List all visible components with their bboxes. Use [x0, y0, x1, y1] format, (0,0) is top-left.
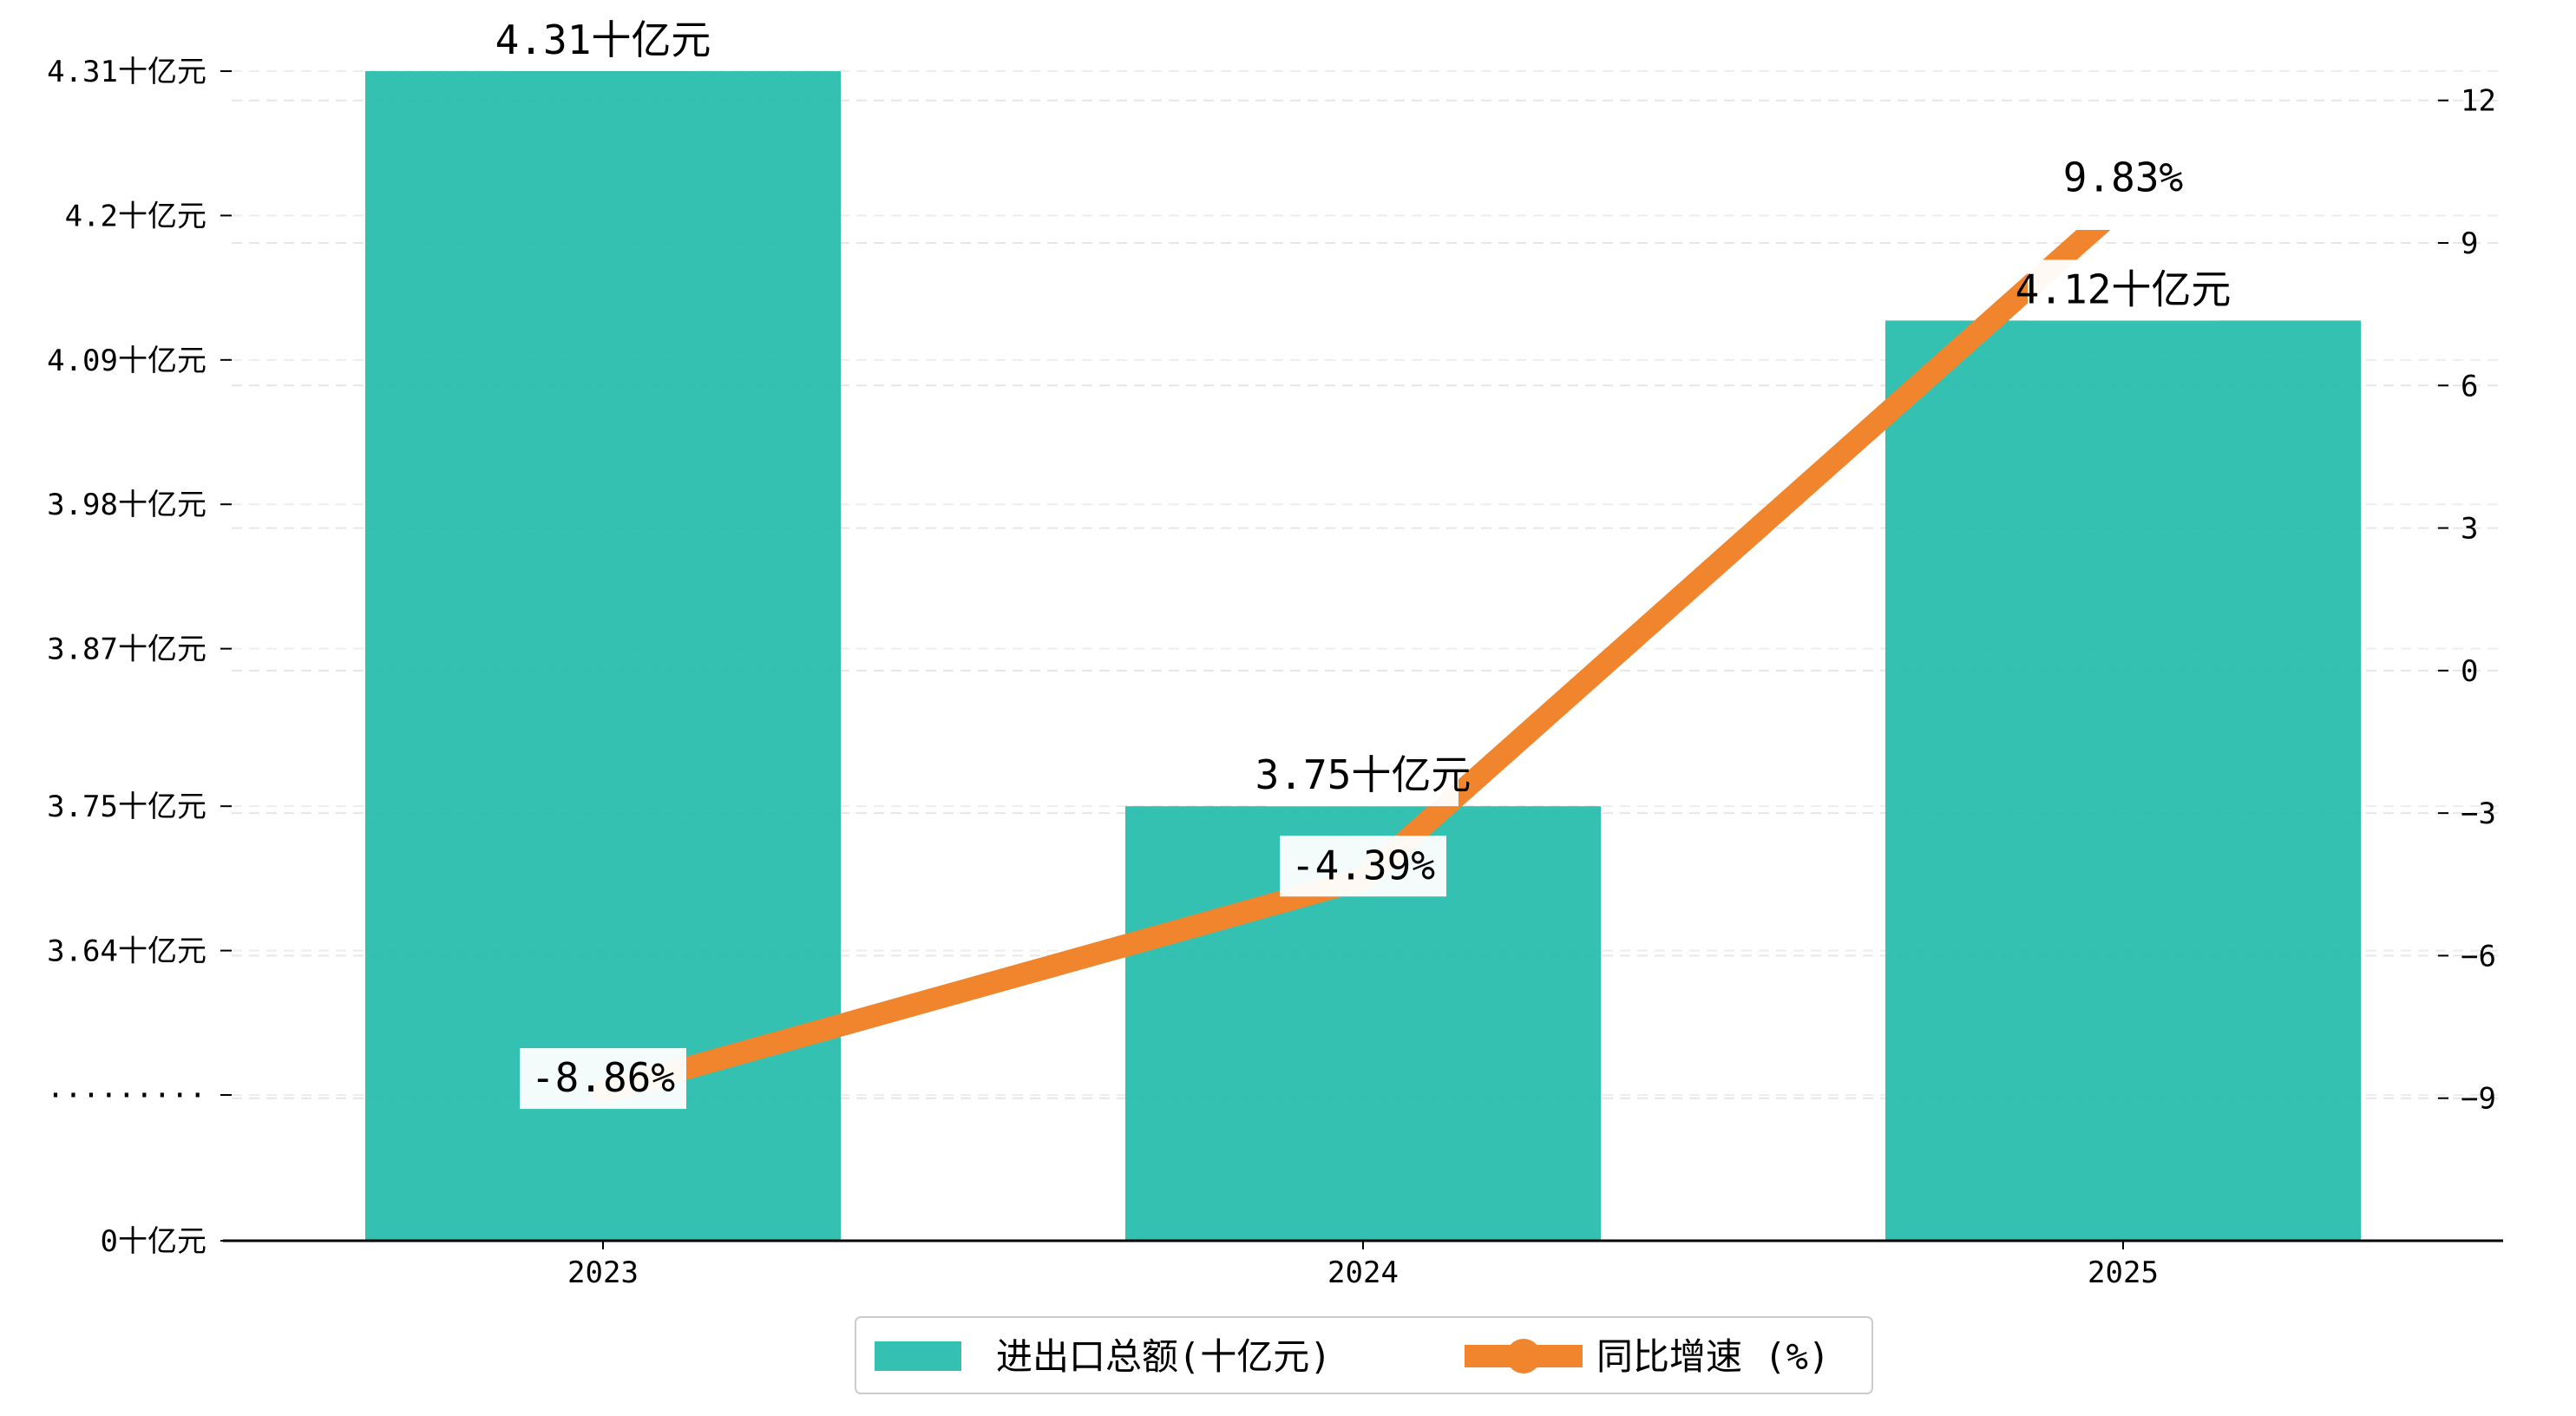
y-right-tick-label: −3: [2461, 796, 2496, 831]
y-left-tick-label: 3.87十亿元: [47, 633, 206, 667]
growth-label-2023-box: [520, 1048, 686, 1110]
legend-frame: [855, 1316, 1873, 1394]
legend-label-growth: 同比增速 (%): [1596, 1335, 1830, 1378]
growth-label-2023-text: -8.86%: [531, 1054, 675, 1101]
y-left-tick-label: 4.09十亿元: [47, 344, 206, 378]
legend-label-total: 进出口总额(十亿元): [996, 1335, 1332, 1378]
legend-line-marker: [1506, 1339, 1541, 1373]
growth-label-2025: 9.83%: [2063, 154, 2183, 201]
y-right-tick-label: 12: [2461, 84, 2496, 119]
y-right-tick-label: 0: [2461, 654, 2478, 689]
growth-label-2024: -4.39%: [1280, 836, 1446, 897]
bar-label-2024: 3.75十亿元: [1255, 745, 1472, 807]
y-left-tick-label: 4.31十亿元: [47, 55, 206, 89]
bar-label-2025-text: 4.12十亿元: [2016, 266, 2232, 312]
y-right-tick-label: 6: [2461, 369, 2478, 403]
x-tick-label-2023: 2023: [567, 1255, 639, 1290]
growth-label-2024-box: [1280, 836, 1446, 897]
x-tick-label-2025: 2025: [2088, 1255, 2159, 1290]
bar-label-2023-text: 4.31十亿元: [495, 16, 711, 63]
x-tick-label-2024: 2024: [1327, 1255, 1399, 1290]
y-left-tick-label: ·········: [47, 1078, 206, 1113]
bar-label-2025: 4.12十亿元: [2016, 259, 2232, 321]
bar-label-2024-text: 3.75十亿元: [1255, 751, 1472, 798]
y-left-tick-label: 3.98十亿元: [47, 488, 206, 522]
bar-label-2023-box: [508, 10, 698, 71]
legend-bar-swatch: [875, 1341, 961, 1371]
bar-label-2025-box: [2028, 259, 2219, 321]
bar-2025: [1885, 320, 2361, 1241]
axes: 2023 2024 2025 0十亿元 ········· 3.64十亿元 3.75十亿元 3…: [47, 55, 2503, 1290]
y-left-tick-label: 4.2十亿元: [65, 199, 206, 233]
growth-label-2025-text: 9.83%: [2063, 154, 2183, 201]
y-right-tick-label: 9: [2461, 226, 2478, 261]
y-right-tick-label: −9: [2461, 1082, 2496, 1117]
y-left-tick-label: 3.75十亿元: [47, 790, 206, 824]
bar-label-2023: 4.31十亿元: [495, 10, 711, 71]
growth-label-2023: -8.86%: [520, 1048, 686, 1110]
y-right-tick-label: −6: [2461, 939, 2496, 974]
data-labels: 4.31十亿元 3.75十亿元 4.12十亿元 -8.86% -4.39% 9.83%: [495, 10, 2232, 1110]
legend: 进出口总额(十亿元) 同比增速 (%): [855, 1316, 1873, 1394]
y-left-tick-label: 3.64十亿元: [47, 934, 206, 969]
growth-label-2024-text: -4.39%: [1291, 842, 1435, 888]
bar-label-2024-box: [1268, 745, 1458, 807]
y-right-tick-label: 3: [2461, 512, 2478, 547]
y-left-tick-label: 0十亿元: [101, 1224, 206, 1259]
